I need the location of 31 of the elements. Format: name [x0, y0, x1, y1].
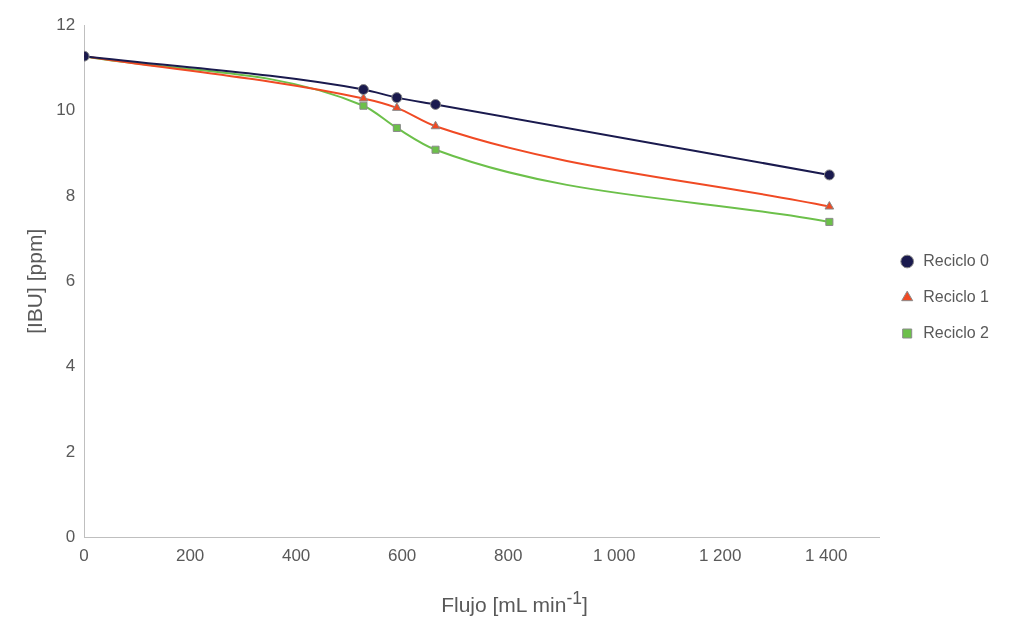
legend-label: Reciclo 0	[923, 251, 990, 269]
legend-label: Reciclo 1	[923, 287, 990, 305]
legend-label: Reciclo 2	[923, 323, 990, 341]
y-tick-label: 2	[65, 441, 76, 461]
y-tick-label: 8	[65, 185, 76, 205]
x-tick-label: 1 000	[592, 546, 636, 566]
x-tick-label: 200	[175, 546, 205, 566]
point	[357, 84, 369, 95]
y-tick-label: 0	[65, 527, 76, 547]
y-tick-label: 4	[65, 356, 76, 376]
point	[825, 217, 834, 226]
x-axis-title: Flujo [mL min$^{-1}$]	[440, 588, 589, 617]
point	[430, 98, 442, 110]
y-axis-title: [IBU] [ppm]	[23, 228, 47, 334]
y-tick-label: 12	[56, 14, 76, 34]
x-tick-label: 1 200	[698, 546, 742, 566]
point	[430, 120, 441, 130]
point	[359, 101, 368, 110]
x-tick-label: 400	[281, 546, 311, 566]
y-tick-label: 6	[65, 270, 76, 290]
x-tick-label: 600	[387, 546, 417, 566]
point	[824, 201, 835, 210]
y-tick-label: 10	[56, 100, 76, 120]
point	[392, 123, 401, 132]
x-tick-label: 800	[493, 546, 523, 566]
point	[391, 92, 403, 104]
point	[392, 102, 402, 111]
point	[431, 145, 440, 154]
x-tick-label: 0	[79, 546, 89, 566]
point	[823, 169, 835, 181]
x-tick-label: 1 400	[804, 546, 848, 566]
